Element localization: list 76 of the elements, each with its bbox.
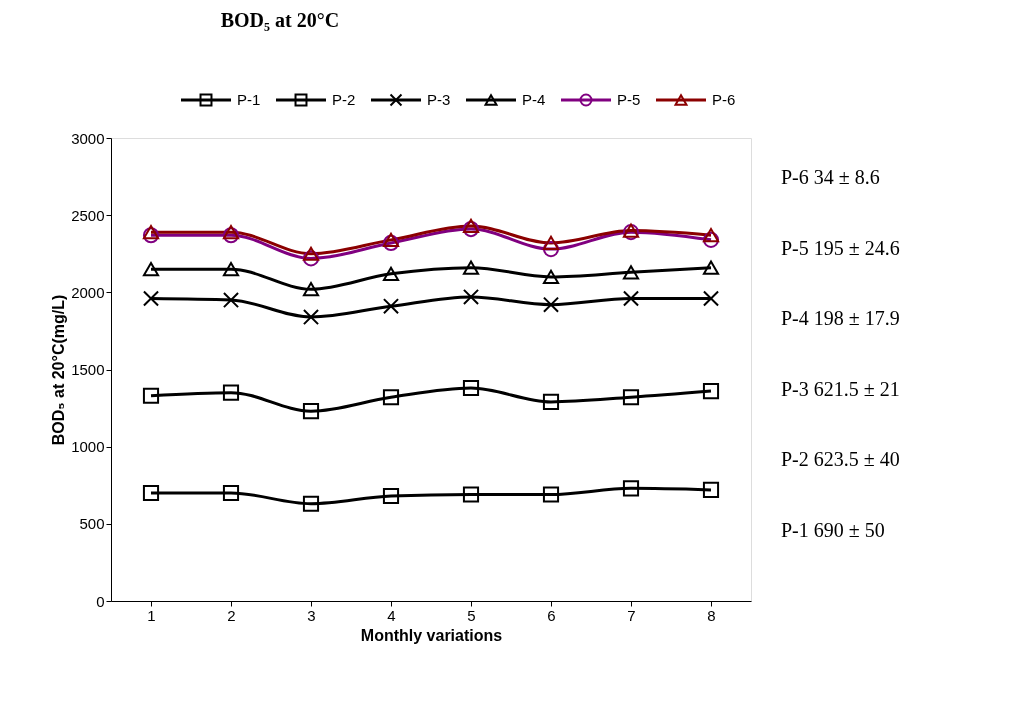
x-tick-label: 1 <box>147 606 156 624</box>
point <box>542 269 560 285</box>
y-tick-label: 500 <box>79 515 105 533</box>
point <box>382 298 400 315</box>
point <box>302 495 320 512</box>
point <box>142 262 160 277</box>
text: P-4 198 ± 17.9 <box>781 307 900 330</box>
point <box>382 232 400 247</box>
text: P-6 34 ± 8.6 <box>781 166 880 188</box>
point <box>222 225 240 240</box>
x-axis-title: Monthly variations <box>360 626 503 644</box>
point <box>222 262 240 277</box>
point <box>382 266 400 281</box>
x-tick-label: 7 <box>627 606 636 624</box>
point <box>142 387 160 404</box>
point <box>302 308 320 326</box>
point <box>222 227 240 244</box>
point <box>222 291 240 309</box>
legend-label: P-1 <box>237 91 261 108</box>
point <box>462 221 480 238</box>
point <box>382 389 400 406</box>
point <box>142 227 160 244</box>
point <box>142 225 160 240</box>
y-tick-label: 1500 <box>71 361 105 378</box>
point <box>302 250 320 267</box>
point <box>222 384 240 401</box>
y-tick-label: 3000 <box>71 129 105 147</box>
y-tick-label: 2500 <box>71 206 105 224</box>
point <box>702 383 720 400</box>
point <box>542 241 560 258</box>
point <box>222 484 240 502</box>
point <box>462 260 480 275</box>
chart-title: BOD₅ at 20°C <box>220 8 340 31</box>
point <box>542 393 560 410</box>
text: P-2 623.5 ± 40 <box>781 448 900 471</box>
x-tick-label: 8 <box>707 606 716 624</box>
point <box>542 486 560 503</box>
point <box>462 218 480 234</box>
point <box>542 296 560 313</box>
x-tick-label: 6 <box>547 606 556 624</box>
point <box>462 379 480 397</box>
point <box>382 487 400 505</box>
legend-label: P-4 <box>522 91 546 108</box>
point <box>542 235 560 251</box>
point <box>382 234 400 251</box>
point <box>462 288 480 306</box>
point <box>622 265 640 280</box>
y-axis-title: BOD₅ at 20°C(mg/L) <box>50 294 68 446</box>
point <box>302 246 320 261</box>
point <box>622 389 640 406</box>
x-tick-label: 2 <box>227 606 236 624</box>
legend-label: P-5 <box>617 91 641 108</box>
legend-label: P-2 <box>332 91 356 108</box>
legend-label: P-6 <box>712 91 736 108</box>
text: P-3 621.5 ± 21 <box>781 377 900 400</box>
point <box>462 486 480 503</box>
point <box>702 228 720 243</box>
text: P-1 690 ± 50 <box>781 519 885 541</box>
x-tick-label: 5 <box>467 606 476 624</box>
point <box>702 231 720 248</box>
point <box>302 403 320 420</box>
point <box>142 484 160 502</box>
y-tick-label: 2000 <box>71 283 105 301</box>
text: P-5 195 ± 24.6 <box>781 236 900 259</box>
point <box>302 282 320 297</box>
legend-label: P-3 <box>427 91 451 108</box>
y-tick-label: 0 <box>96 592 105 610</box>
point <box>622 480 640 497</box>
point <box>142 290 160 307</box>
point <box>702 260 720 275</box>
point <box>702 481 720 498</box>
point <box>622 290 640 307</box>
x-tick-label: 3 <box>307 606 316 624</box>
y-tick-label: 1000 <box>71 438 105 456</box>
x-tick-label: 4 <box>387 606 396 624</box>
point <box>702 290 720 307</box>
